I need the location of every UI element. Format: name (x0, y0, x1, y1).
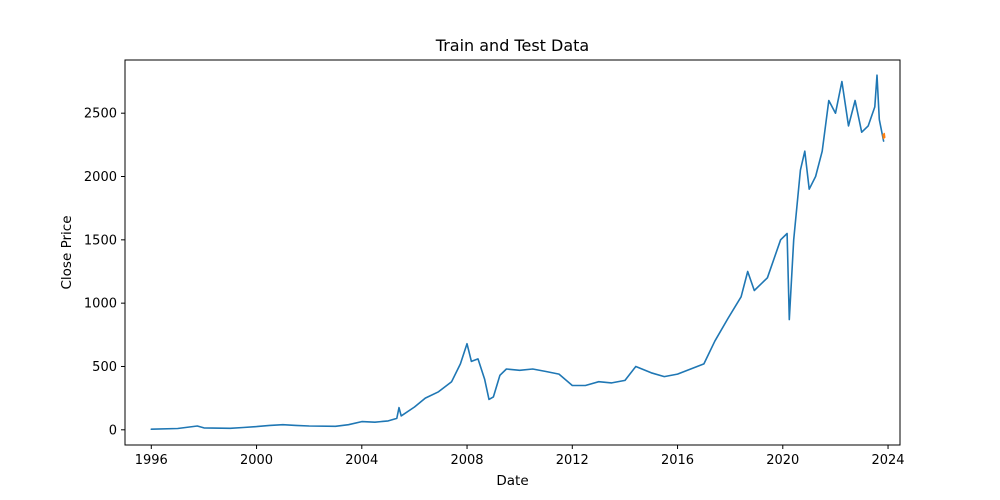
y-tick-label: 500 (92, 360, 117, 375)
y-axis: 0 500 1000 1500 2000 2500 (84, 107, 125, 438)
y-tick-label: 2000 (84, 170, 117, 185)
series-line-1 (150, 74, 885, 430)
x-tick-label: 2004 (345, 453, 378, 468)
y-tick-label: 1000 (84, 297, 117, 312)
x-tick-label: 2000 (240, 453, 273, 468)
axes-frame (124, 59, 901, 446)
y-tick-label: 1500 (84, 233, 117, 248)
x-axis: 1996 2000 2004 2008 2012 2016 2020 2024 (135, 445, 905, 468)
x-tick-label: 1996 (135, 453, 168, 468)
x-tick-label: 2016 (661, 453, 694, 468)
x-tick-label: 2020 (766, 453, 799, 468)
chart-title: Train and Test Data (435, 36, 589, 55)
plot-area (124, 59, 901, 446)
y-tick-label: 0 (109, 423, 117, 438)
x-tick-label: 2008 (450, 453, 483, 468)
x-tick-label: 2024 (871, 453, 904, 468)
x-axis-label: Date (496, 473, 528, 489)
x-tick-label: 2012 (556, 453, 589, 468)
y-tick-label: 2500 (84, 107, 117, 122)
series-line-2 (882, 132, 886, 140)
y-axis-label: Close Price (59, 216, 75, 290)
series-layer (150, 74, 886, 430)
